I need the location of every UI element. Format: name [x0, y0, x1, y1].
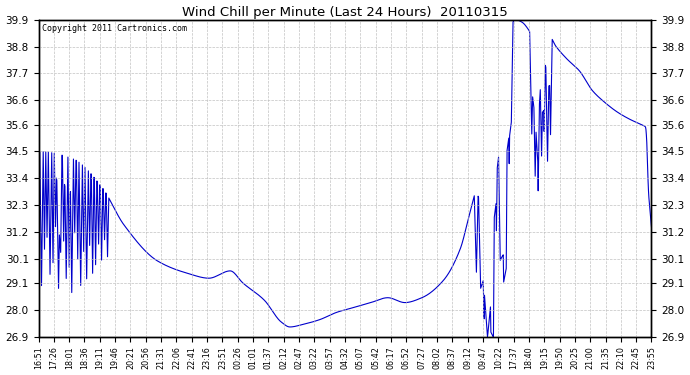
- Text: Copyright 2011 Cartronics.com: Copyright 2011 Cartronics.com: [41, 24, 186, 33]
- Title: Wind Chill per Minute (Last 24 Hours)  20110315: Wind Chill per Minute (Last 24 Hours) 20…: [182, 6, 508, 18]
